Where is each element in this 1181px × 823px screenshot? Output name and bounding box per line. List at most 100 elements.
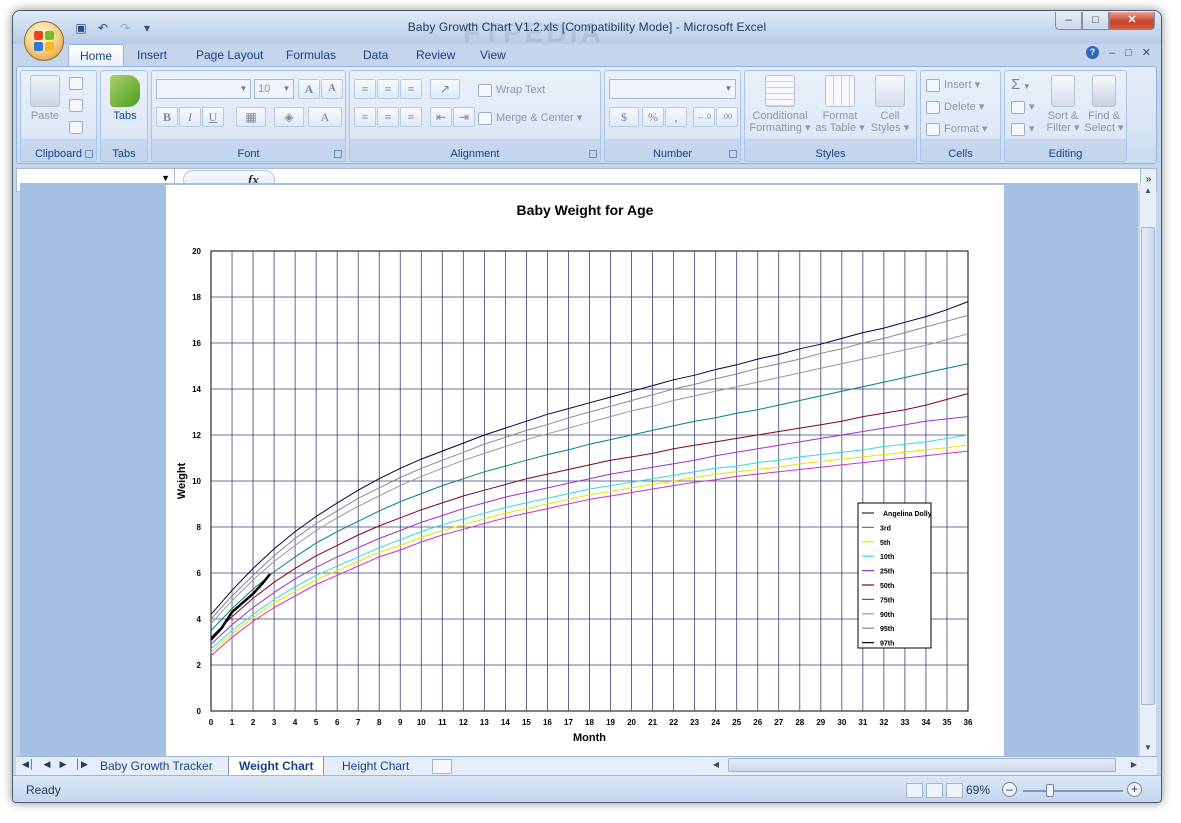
scroll-down-icon[interactable]: ▼ xyxy=(1144,743,1152,752)
merge-center-button[interactable]: Merge & Center ▾ xyxy=(478,108,582,128)
italic-button[interactable]: I xyxy=(179,107,201,127)
format-painter-button[interactable] xyxy=(69,117,87,137)
format-as-table-icon xyxy=(825,75,855,107)
page-break-view-icon[interactable] xyxy=(946,783,963,798)
insert-cells-button[interactable]: Insert ▾ xyxy=(926,75,980,95)
tab-formulas[interactable]: Formulas xyxy=(286,48,337,62)
sort-az-icon xyxy=(1051,75,1075,107)
shrink-font-button[interactable]: A xyxy=(321,79,343,99)
fill-color-button[interactable]: ◈ xyxy=(274,107,304,127)
next-sheet-icon[interactable]: ▶ xyxy=(59,759,67,769)
paste-button[interactable]: Paste xyxy=(25,75,65,122)
eraser-icon xyxy=(1011,122,1025,136)
align-right-button[interactable]: ≡ xyxy=(400,107,422,127)
percent-button[interactable]: % xyxy=(642,107,664,127)
help-icon[interactable]: ? xyxy=(1086,46,1099,59)
alignment-launcher-icon[interactable] xyxy=(589,150,597,158)
undo-icon[interactable]: ↶ xyxy=(97,21,109,35)
horizontal-scrollbar[interactable]: ◀ ▶ xyxy=(702,757,1142,774)
weight-chart[interactable]: 0 1 2 3 4 5 6 7 8 9 10 11 12 13 14 15 16 17 18 19 20 21 22 23 24… xyxy=(166,185,1004,756)
find-select-button[interactable]: Find & Select ▾ xyxy=(1083,75,1125,134)
clear-button[interactable]: ▾ xyxy=(1011,119,1035,139)
orientation-button[interactable]: ↗ xyxy=(430,79,460,99)
page-layout-view-icon[interactable] xyxy=(926,783,943,798)
tab-view[interactable]: View xyxy=(480,48,506,62)
sheet-tab-baby-growth-tracker[interactable]: Baby Growth Tracker xyxy=(100,759,213,773)
underline-button[interactable]: U xyxy=(202,107,224,127)
normal-view-icon[interactable] xyxy=(906,783,923,798)
vertical-scroll-thumb[interactable] xyxy=(1141,227,1155,705)
tab-page-layout[interactable]: Page Layout xyxy=(196,48,264,62)
sheet-tab-height-chart[interactable]: Height Chart xyxy=(342,759,410,773)
increase-decimal-button[interactable]: ←.0 xyxy=(693,107,715,127)
borders-button[interactable]: ▦ xyxy=(236,107,266,127)
number-format-combo[interactable]: ▼ xyxy=(609,79,736,99)
clipboard-launcher-icon[interactable] xyxy=(85,150,93,158)
format-cells-button[interactable]: Format ▾ xyxy=(926,119,987,139)
zoom-in-button[interactable]: + xyxy=(1127,782,1142,797)
font-size-combo[interactable]: 10 ▼ xyxy=(254,79,294,99)
number-launcher-icon[interactable] xyxy=(729,150,737,158)
office-button[interactable] xyxy=(24,21,64,61)
prev-sheet-icon[interactable]: ◀ xyxy=(43,759,51,769)
workbook-close-button[interactable]: ✕ xyxy=(1141,47,1151,59)
last-sheet-icon[interactable]: │▶ xyxy=(75,759,88,769)
align-middle-button[interactable]: ≡ xyxy=(377,79,399,99)
format-as-table-button[interactable]: Format as Table ▾ xyxy=(813,75,867,134)
name-box[interactable]: ▼ xyxy=(17,169,175,191)
tab-review[interactable]: Review xyxy=(416,48,456,62)
zoom-level[interactable]: 69% xyxy=(966,783,991,797)
horizontal-scroll-thumb[interactable] xyxy=(728,758,1116,772)
cell-styles-button[interactable]: Cell Styles ▾ xyxy=(867,75,913,134)
insert-sheet-icon[interactable] xyxy=(432,759,452,774)
zoom-slider[interactable] xyxy=(1023,790,1123,792)
align-bottom-button[interactable]: ≡ xyxy=(400,79,422,99)
first-sheet-icon[interactable]: ◀│ xyxy=(22,759,35,769)
conditional-formatting-button[interactable]: Conditional Formatting ▾ xyxy=(747,75,813,134)
decrease-indent-button[interactable]: ⇤ xyxy=(430,107,452,127)
scroll-left-icon[interactable]: ◀ xyxy=(712,760,720,769)
fill-button[interactable]: ▾ xyxy=(1011,97,1035,117)
minimize-button[interactable]: – xyxy=(1055,12,1082,30)
find-label-1: Find & xyxy=(1088,110,1120,122)
increase-indent-button[interactable]: ⇥ xyxy=(453,107,475,127)
bold-button[interactable]: B xyxy=(156,107,178,127)
delete-cells-button[interactable]: Delete ▾ xyxy=(926,97,984,117)
tabs-button[interactable]: Tabs xyxy=(105,75,145,122)
currency-button[interactable]: $ xyxy=(609,107,639,127)
copy-button[interactable] xyxy=(69,95,87,115)
x-tick-label: 10 xyxy=(417,718,426,727)
zoom-slider-thumb[interactable] xyxy=(1046,784,1054,797)
sheet-tab-weight-chart[interactable]: Weight Chart xyxy=(228,757,325,776)
save-icon[interactable]: ▣ xyxy=(75,21,87,35)
chart-page[interactable]: Baby Weight for Age 0 1 2 3 4 5 6 7 8 9 10 11 12 13 14… xyxy=(166,185,1004,756)
autosum-button[interactable]: Σ ▾ xyxy=(1011,76,1029,93)
vertical-scrollbar[interactable]: ▲ ▼ xyxy=(1139,183,1156,756)
grow-font-button[interactable]: A xyxy=(298,79,320,99)
sort-filter-button[interactable]: Sort & Filter ▾ xyxy=(1041,75,1085,134)
workbook-minimize-button[interactable]: – xyxy=(1109,46,1116,59)
maximize-button[interactable]: □ xyxy=(1082,12,1109,30)
customize-icon[interactable]: ▾ xyxy=(143,21,151,35)
font-launcher-icon[interactable] xyxy=(334,150,342,158)
workbook-restore-button[interactable]: □ xyxy=(1125,46,1132,59)
comma-button[interactable]: , xyxy=(665,107,687,127)
x-tick-label: 6 xyxy=(335,718,340,727)
tab-insert[interactable]: Insert xyxy=(137,48,168,62)
align-center-button[interactable]: ≡ xyxy=(377,107,399,127)
zoom-out-button[interactable]: – xyxy=(1002,782,1017,797)
align-top-button[interactable]: ≡ xyxy=(354,79,376,99)
tab-data[interactable]: Data xyxy=(363,48,389,62)
cut-button[interactable] xyxy=(69,73,87,93)
align-left-button[interactable]: ≡ xyxy=(354,107,376,127)
tab-home[interactable]: Home xyxy=(68,44,125,67)
wrap-text-button[interactable]: Wrap Text xyxy=(478,80,545,100)
font-color-button[interactable]: A xyxy=(308,107,342,127)
close-button[interactable]: ✕ xyxy=(1109,12,1155,30)
scroll-up-icon[interactable]: ▲ xyxy=(1144,186,1152,195)
insert-function-button[interactable]: fx xyxy=(248,172,259,187)
decrease-decimal-button[interactable]: .00 xyxy=(716,107,738,127)
redo-icon[interactable]: ↷ xyxy=(119,21,131,35)
scroll-right-icon[interactable]: ▶ xyxy=(1130,760,1138,769)
font-name-combo[interactable]: ▼ xyxy=(156,79,251,99)
